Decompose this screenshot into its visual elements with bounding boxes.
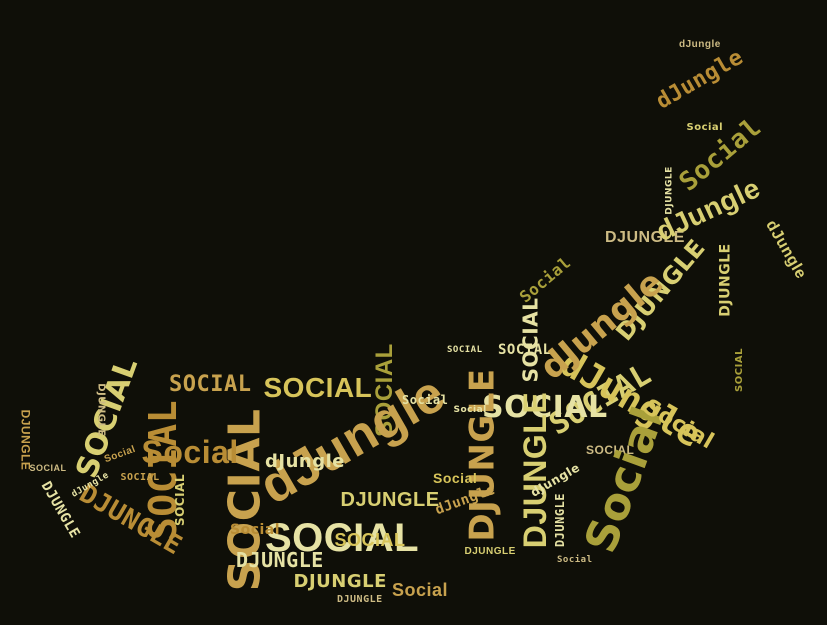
cloud-word: DJUNGLE <box>236 548 324 572</box>
cloud-word: dJungle <box>651 44 748 115</box>
cloud-word: SOCIAL <box>29 462 67 473</box>
cloud-word: DJUNGLE <box>553 492 568 548</box>
cloud-word: Social <box>686 122 724 133</box>
cloud-word: DJUNGLE <box>517 391 554 549</box>
cloud-word: DJUNGLE <box>462 368 503 542</box>
cloud-word: DJUNGLE <box>340 489 440 511</box>
cloud-word: SOCIAL <box>517 297 542 383</box>
cloud-word: Social <box>515 252 574 307</box>
cloud-word: DJUNGLE <box>337 594 383 605</box>
cloud-word: Social <box>392 580 449 600</box>
cloud-word: Social <box>141 434 239 470</box>
cloud-word: DJUNGLE <box>717 243 734 317</box>
cloud-word: Social <box>402 393 449 407</box>
cloud-word: dJungle <box>679 39 721 50</box>
cloud-word: dJungle <box>761 217 809 283</box>
cloud-word: SOCIAL <box>498 342 552 358</box>
cloud-word: Social <box>433 470 478 486</box>
cloud-word: Social <box>557 554 593 565</box>
cloud-word: Social <box>230 522 281 538</box>
cloud-word: SOCIAL <box>586 443 635 457</box>
cloud-word: SOCIAL <box>733 348 745 392</box>
cloud-word: SOCIAL <box>482 390 608 425</box>
cloud-word: SOCIAL <box>173 473 188 527</box>
cloud-word: DJUNGLE <box>293 571 387 592</box>
cloud-word: SOCIAL <box>169 372 252 397</box>
cloud-word: SOCIAL <box>120 472 160 483</box>
cloud-word: SOCIAL <box>265 516 420 560</box>
cloud-word: DJUNGLE <box>464 546 516 557</box>
cloud-word: DJUNGLE <box>95 383 107 437</box>
cloud-word: SOCIAL <box>263 372 373 403</box>
cloud-word: DJUNGLE <box>664 165 675 215</box>
cloud-word: DJUNGLE <box>605 229 685 246</box>
cloud-word: SOCIAL <box>447 344 483 355</box>
cloud-word: Social <box>453 404 487 415</box>
cloud-word: dJungle <box>265 451 345 472</box>
cloud-word: DJUNGLE <box>17 409 32 471</box>
cloud-word: SOCIAL <box>334 530 406 550</box>
